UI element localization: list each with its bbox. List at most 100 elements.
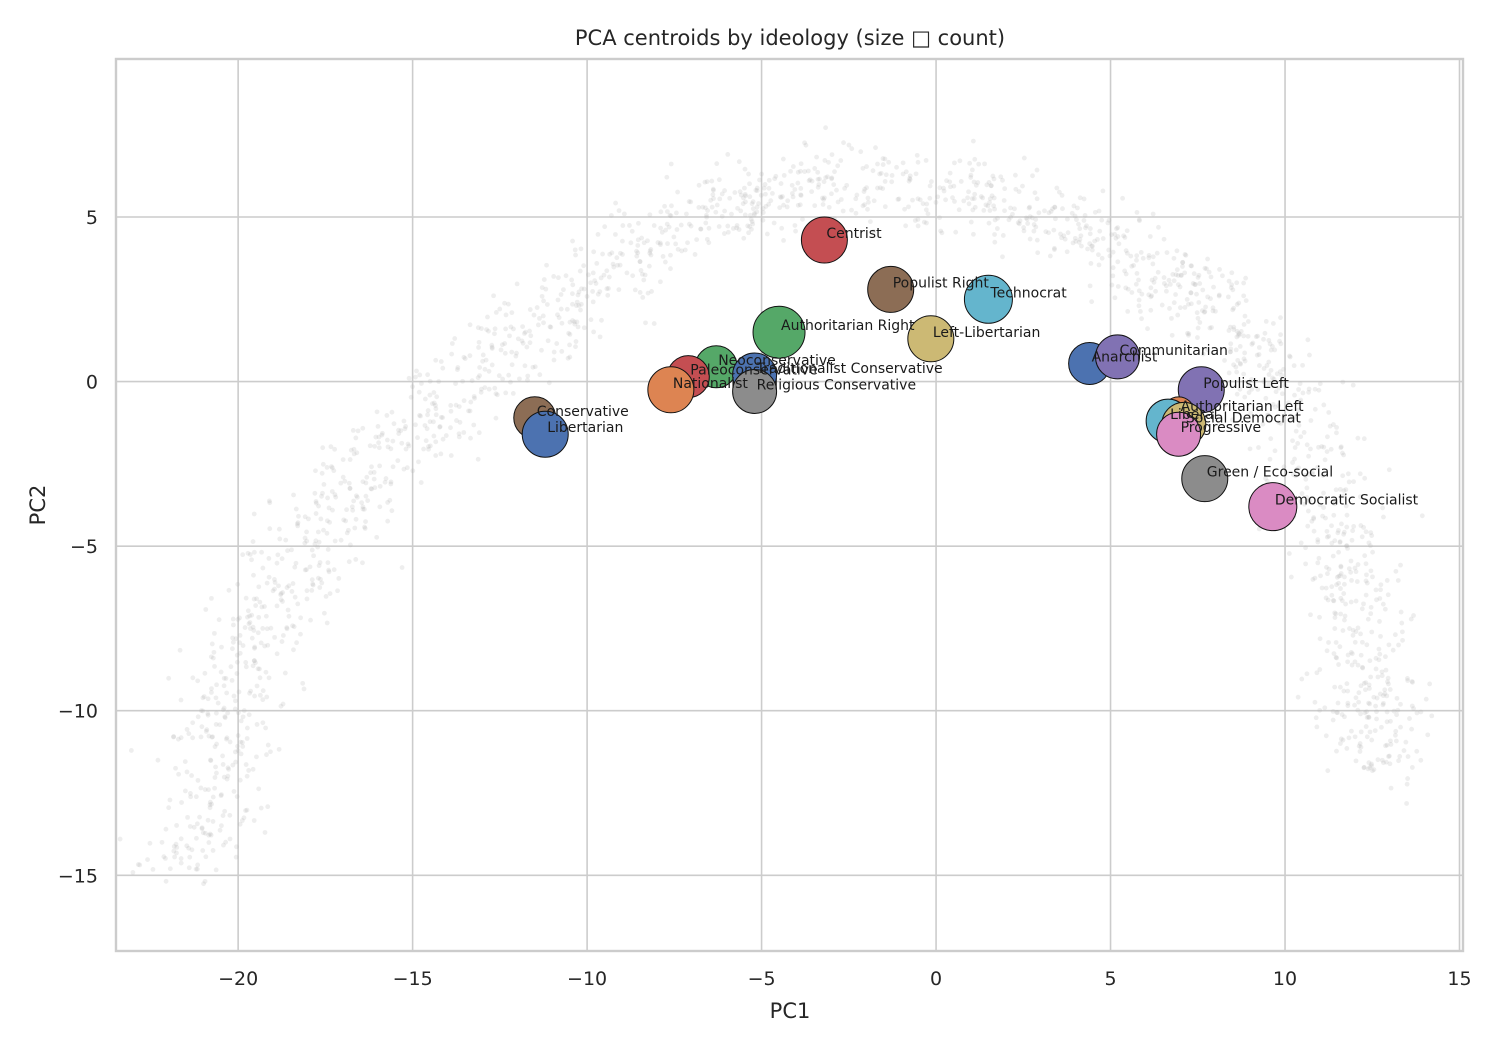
background-point [1175,273,1181,278]
background-point [738,192,744,198]
background-point [283,537,289,543]
background-point [1335,700,1341,706]
background-point [1331,651,1337,656]
background-point [615,262,620,268]
background-point [555,297,561,303]
background-point [324,465,330,470]
background-point [742,191,748,197]
background-point [1146,255,1152,261]
background-point [228,664,234,670]
background-point [1356,690,1362,696]
background-point [1384,742,1390,748]
background-point [1357,749,1363,754]
background-point [403,446,409,452]
background-point [248,626,253,631]
background-point [704,214,710,220]
background-point [1145,326,1150,332]
background-point [210,734,216,740]
background-point [1148,285,1154,291]
background-point [1266,337,1272,343]
background-point [814,154,820,160]
background-point [998,174,1004,180]
background-point [1229,417,1235,423]
background-point [608,213,614,218]
background-point [1282,382,1288,388]
background-point [747,181,752,187]
background-point [476,339,482,345]
background-point [1180,264,1185,269]
background-point [1242,350,1248,356]
background-point [260,565,266,571]
background-point [773,173,779,179]
background-point [427,378,433,384]
background-point [1034,196,1040,202]
background-point [1077,195,1083,201]
background-point [1245,333,1251,339]
background-point [385,518,391,524]
background-point [1344,543,1349,549]
background-point [286,613,292,619]
background-point [1084,223,1089,229]
background-point [1230,307,1236,313]
background-point [995,215,1000,221]
background-point [1294,400,1300,406]
background-point [530,364,536,370]
background-point [659,229,665,235]
background-point [353,493,359,499]
background-point [251,658,257,664]
background-point [237,777,243,783]
background-point [1337,486,1343,492]
background-point [1077,237,1083,242]
background-point [1059,235,1064,241]
background-point [1257,363,1262,368]
background-point [865,195,871,201]
background-point [1136,303,1142,309]
background-point [1358,683,1364,689]
background-point [564,306,570,312]
background-point [517,376,522,382]
background-point [1324,648,1330,654]
background-point [1256,345,1262,350]
background-point [1105,220,1111,226]
background-point [1171,300,1177,306]
background-point [263,725,269,731]
background-point [1324,528,1330,534]
background-point [577,268,583,274]
background-point [479,386,484,392]
background-point [326,569,332,575]
background-point [1334,748,1339,754]
background-point [275,552,281,558]
background-point [915,196,921,202]
background-point [391,421,397,427]
background-point [581,325,587,331]
background-point [326,505,332,511]
background-point [1338,611,1344,617]
background-point [230,635,236,641]
y-tick-label: −5 [70,536,98,558]
background-point [1272,448,1278,454]
background-point [1350,632,1356,638]
background-point [355,428,361,434]
background-point [1241,356,1247,362]
y-tick-label: −15 [58,865,98,887]
background-point [1414,748,1420,754]
background-point [663,227,668,233]
y-tick-label: 0 [86,372,98,394]
background-point [503,312,509,318]
background-point [1186,331,1192,337]
background-point [870,168,876,174]
background-point [1286,551,1292,556]
background-point [1385,675,1391,681]
background-point [475,325,481,331]
background-point [1164,250,1170,255]
background-point [1373,655,1379,661]
background-point [1409,765,1415,770]
background-point [829,176,834,182]
background-point [217,827,223,833]
background-point [1337,644,1343,650]
background-point [671,234,677,240]
background-point [1309,518,1315,524]
background-point [1295,441,1301,446]
background-point [986,179,992,185]
background-point [1345,688,1351,694]
